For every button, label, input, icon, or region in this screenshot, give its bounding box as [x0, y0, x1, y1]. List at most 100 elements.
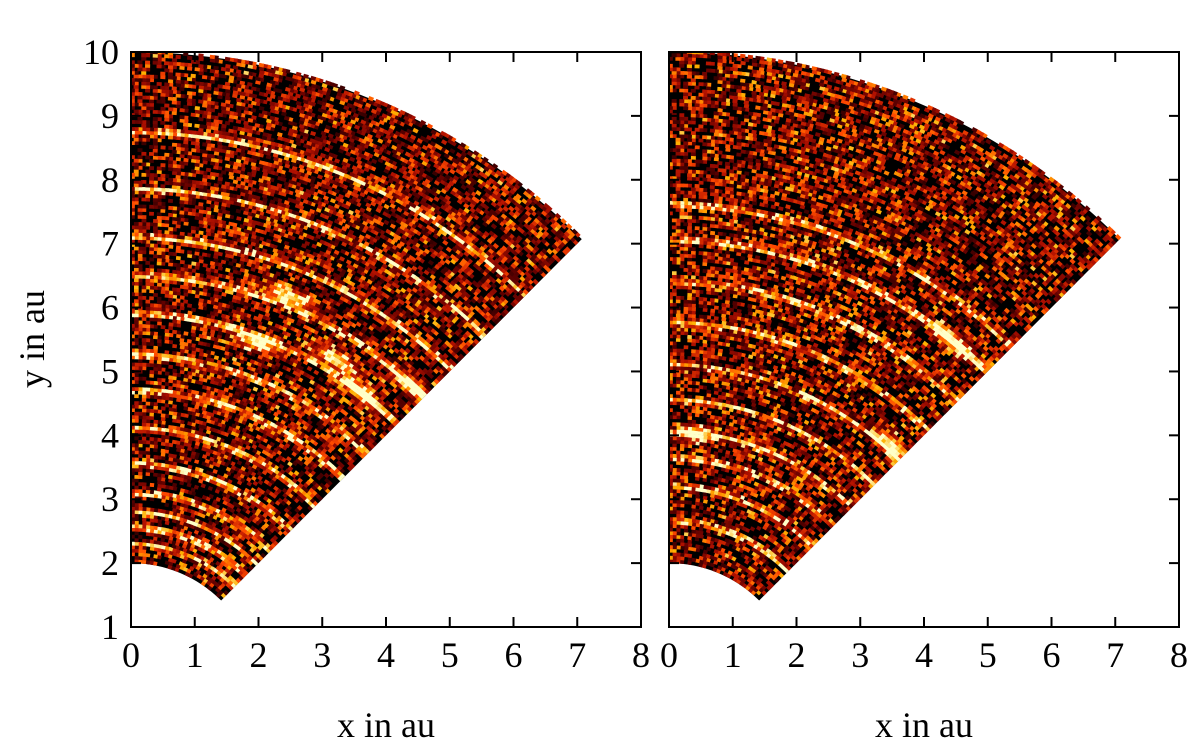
heatmap-cell — [160, 300, 166, 305]
heatmap-cell — [213, 251, 220, 256]
heatmap-cell — [134, 323, 139, 328]
heatmap-cell — [141, 341, 147, 346]
heatmap-cell — [142, 496, 147, 501]
heatmap-cell — [138, 468, 143, 473]
heatmap-cell — [134, 264, 139, 268]
heatmap-cell — [198, 359, 204, 364]
heatmap-cell — [145, 352, 151, 357]
heatmap-cell — [406, 400, 412, 407]
heatmap-cell — [179, 249, 185, 254]
heatmap-cell — [274, 457, 281, 463]
heatmap-cell — [364, 410, 371, 416]
heatmap-cell — [137, 264, 143, 269]
heatmap-cell — [149, 275, 154, 280]
heatmap-cell — [168, 407, 174, 412]
heatmap-cell — [345, 440, 352, 446]
heatmap-cell — [160, 314, 166, 319]
heatmap-cell — [291, 451, 298, 457]
heatmap-cell — [186, 392, 192, 398]
heatmap-cell — [216, 374, 222, 380]
heatmap-cell — [145, 380, 151, 385]
heatmap-cell — [212, 344, 219, 349]
heatmap-cell — [176, 323, 182, 328]
heatmap-cell — [187, 342, 193, 347]
heatmap-cell — [329, 472, 335, 479]
heatmap-cell — [178, 516, 184, 522]
heatmap-cell — [206, 314, 212, 319]
heatmap-cell — [328, 333, 334, 340]
heatmap-cell — [386, 355, 393, 362]
heatmap-cell — [134, 299, 139, 304]
heatmap-cell — [179, 528, 185, 534]
heatmap-cell — [179, 316, 185, 321]
heatmap-cell — [172, 457, 178, 463]
heatmap-cell — [137, 362, 143, 367]
heatmap-cell — [183, 395, 189, 400]
heatmap-cell — [164, 237, 170, 242]
heatmap-cell — [157, 519, 162, 524]
heatmap-cell — [138, 411, 143, 416]
heatmap-cell — [315, 474, 322, 481]
heatmap-cell — [341, 320, 348, 327]
heatmap-cell — [205, 321, 212, 326]
heatmap-cell — [200, 483, 206, 489]
heatmap-cell — [134, 373, 139, 377]
heatmap-cell — [209, 268, 215, 273]
heatmap-cell — [369, 297, 376, 303]
heatmap-cell — [311, 393, 318, 399]
heatmap-cell — [256, 438, 262, 444]
heatmap-cell — [292, 443, 299, 450]
heatmap-cell — [134, 492, 139, 497]
heatmap-cell — [149, 257, 155, 262]
heatmap-cell — [296, 505, 303, 511]
heatmap-cell — [149, 511, 154, 516]
heatmap-cell — [213, 355, 220, 361]
heatmap-cell — [239, 242, 246, 248]
heatmap-cell — [137, 250, 143, 254]
heatmap-cell — [400, 390, 407, 397]
heatmap-cell — [187, 475, 193, 481]
heatmap-cell — [263, 495, 269, 502]
heatmap-cell — [149, 317, 155, 322]
heatmap-cell — [225, 253, 231, 258]
heatmap-cell — [137, 246, 143, 251]
heatmap-cell — [324, 482, 331, 489]
heatmap-cell — [157, 483, 163, 489]
heatmap-cell — [160, 272, 166, 277]
heatmap-cell — [250, 267, 256, 272]
heatmap-cell — [160, 452, 166, 457]
heatmap-cell — [225, 332, 231, 338]
heatmap-cell — [160, 530, 166, 536]
heatmap-cell — [145, 285, 151, 290]
heatmap-cell — [153, 437, 158, 442]
heatmap-cell — [253, 315, 259, 321]
heatmap-cell — [176, 412, 182, 417]
heatmap-cell — [149, 391, 155, 396]
heatmap-cell — [206, 274, 212, 280]
heatmap-cell — [194, 412, 200, 417]
heatmap-cell — [198, 413, 204, 418]
heatmap-cell — [201, 536, 207, 542]
heatmap-cell — [255, 410, 261, 416]
heatmap-cell — [156, 257, 162, 262]
heatmap-cell — [334, 337, 341, 344]
heatmap-cell — [191, 325, 197, 330]
heatmap-cell — [217, 266, 223, 271]
heatmap-cell — [183, 278, 189, 283]
heatmap-cell — [149, 408, 155, 413]
heatmap-cell — [187, 232, 193, 237]
heatmap-cell — [249, 503, 256, 510]
heatmap-cell — [145, 327, 151, 332]
heatmap-cell — [145, 422, 151, 427]
heatmap-cell — [176, 447, 182, 453]
heatmap-cell — [172, 507, 177, 513]
heatmap-cell — [207, 485, 213, 491]
heatmap-cell — [175, 355, 181, 360]
heatmap-cell — [198, 427, 204, 433]
heatmap-cell — [235, 306, 242, 312]
heatmap-cell — [160, 416, 166, 422]
heatmap-cell — [317, 323, 324, 330]
heatmap-cell — [195, 569, 202, 575]
heatmap-cell — [168, 428, 174, 433]
heatmap-cell — [220, 259, 227, 265]
